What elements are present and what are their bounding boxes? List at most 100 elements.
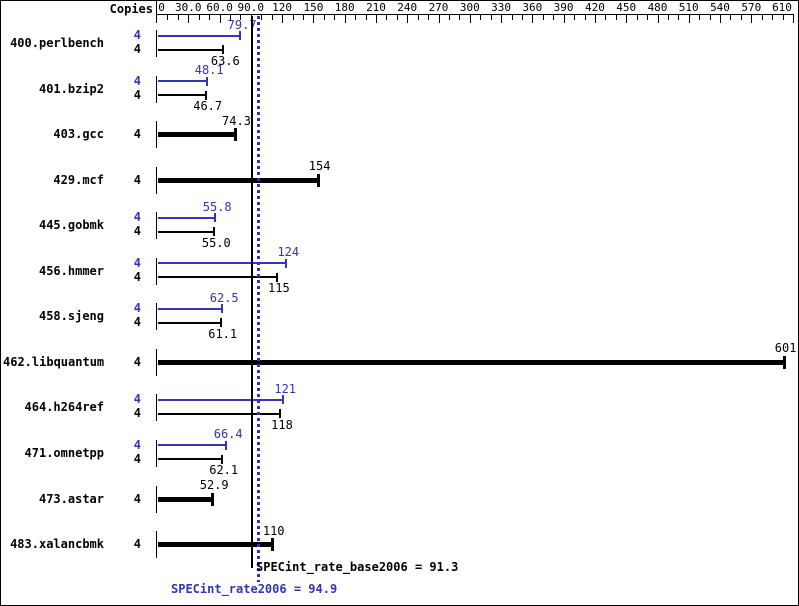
copies-value-peak: 4 bbox=[133, 210, 141, 225]
base-mean-label: SPECint_rate_base2006 = 91.3 bbox=[256, 560, 459, 574]
row-axis-tick bbox=[156, 348, 157, 376]
peak-bar-end-cap bbox=[221, 304, 224, 314]
peak-bar-end-cap bbox=[282, 395, 285, 405]
copies-value-base: 4 bbox=[133, 269, 141, 284]
axis-minor-tick bbox=[730, 15, 732, 20]
axis-rule bbox=[156, 14, 794, 15]
peak-value-label: 66.4 bbox=[213, 427, 243, 442]
copies-value-peak: 4 bbox=[133, 255, 141, 270]
axis-tick-label: 120 bbox=[272, 1, 293, 14]
axis-minor-tick bbox=[761, 15, 763, 20]
axis-minor-tick bbox=[490, 15, 492, 20]
axis-major-tick bbox=[344, 15, 346, 23]
base-bar bbox=[158, 177, 318, 183]
base-bar bbox=[158, 458, 222, 461]
row-axis-tick bbox=[156, 485, 157, 513]
copies-value-base: 4 bbox=[133, 451, 141, 466]
base-bar bbox=[158, 321, 221, 324]
base-bar-end-cap bbox=[204, 90, 207, 100]
copies-value-base: 4 bbox=[133, 172, 141, 187]
copies-value-base: 4 bbox=[133, 537, 141, 552]
row-axis-tick bbox=[156, 439, 157, 467]
base-bar bbox=[158, 542, 272, 548]
axis-minor-tick bbox=[542, 15, 544, 20]
copies-value-peak: 4 bbox=[133, 73, 141, 88]
axis-origin-line bbox=[156, 1, 157, 23]
axis-major-tick bbox=[438, 15, 440, 23]
axis-major-tick bbox=[376, 15, 377, 23]
base-bar bbox=[158, 412, 281, 415]
axis-minor-tick bbox=[740, 15, 742, 20]
axis-tick-label: 610 bbox=[772, 1, 792, 14]
base-value-label: 52.9 bbox=[199, 478, 229, 492]
axis-tick-label: 300 bbox=[459, 1, 480, 14]
axis-minor-tick bbox=[177, 15, 179, 20]
benchmark-label: 483.xalancbmk bbox=[10, 537, 104, 552]
axis-tick-label: 0 bbox=[158, 1, 165, 14]
peak-bar-end-cap bbox=[214, 213, 217, 223]
peak-bar bbox=[158, 307, 223, 310]
axis-minor-tick bbox=[584, 15, 586, 20]
peak-bar bbox=[158, 34, 241, 37]
base-value-label: 63.6 bbox=[210, 53, 240, 68]
axis-minor-tick bbox=[323, 15, 325, 20]
peak-bar-end-cap bbox=[206, 76, 209, 86]
base-bar-end-cap bbox=[220, 454, 223, 464]
base-bar-end-cap bbox=[279, 409, 281, 419]
peak-bar bbox=[158, 80, 208, 83]
benchmark-label: 462.libquantum bbox=[3, 354, 105, 369]
axis-tick-label: 510 bbox=[678, 1, 699, 14]
row-axis-tick bbox=[156, 303, 157, 331]
copies-value-base: 4 bbox=[133, 406, 141, 421]
base-bar bbox=[158, 496, 213, 502]
base-bar bbox=[158, 230, 215, 233]
benchmark-label: 429.mcf bbox=[53, 172, 104, 187]
row-axis-tick bbox=[156, 30, 157, 57]
benchmark-label: 403.gcc bbox=[53, 127, 104, 142]
benchmark-label: 400.perlbench bbox=[10, 36, 104, 50]
row-axis-tick bbox=[156, 257, 157, 285]
axis-tick-label: 570 bbox=[741, 1, 762, 14]
base-bar-end-cap bbox=[316, 173, 320, 187]
row-axis-tick bbox=[156, 212, 157, 240]
base-bar-end-cap bbox=[219, 318, 222, 328]
base-bar-end-cap bbox=[211, 492, 215, 506]
peak-mean-label: SPECint_rate2006 = 94.9 bbox=[171, 582, 338, 596]
axis-major-tick bbox=[501, 15, 503, 23]
axis-minor-tick bbox=[355, 15, 357, 20]
row-axis-tick bbox=[156, 75, 157, 103]
axis-minor-tick bbox=[772, 15, 774, 20]
base-value-label: 115 bbox=[268, 281, 290, 296]
peak-value-label: 55.8 bbox=[202, 199, 232, 214]
axis-major-tick bbox=[720, 15, 721, 23]
axis-tick-label: 390 bbox=[553, 1, 574, 14]
base-value-label: 110 bbox=[262, 523, 285, 538]
base-value-label: 61.1 bbox=[208, 326, 238, 341]
base-bar bbox=[158, 94, 206, 97]
peak-bar-end-cap bbox=[239, 31, 242, 40]
axis-minor-tick bbox=[699, 15, 701, 20]
axis-minor-tick bbox=[667, 15, 669, 20]
axis-minor-tick bbox=[261, 15, 263, 20]
axis-minor-tick bbox=[198, 15, 200, 20]
axis-minor-tick bbox=[615, 15, 617, 20]
axis-minor-tick bbox=[271, 15, 273, 20]
row-axis-tick bbox=[156, 166, 157, 194]
axis-tick-label: 180 bbox=[334, 1, 355, 14]
axis-minor-tick bbox=[209, 15, 211, 20]
axis-major-tick bbox=[563, 15, 565, 23]
copies-value-peak: 4 bbox=[133, 28, 141, 42]
base-bar bbox=[158, 359, 784, 365]
base-bar-end-cap bbox=[270, 538, 274, 552]
base-bar-end-cap bbox=[222, 45, 225, 54]
copies-value-peak: 4 bbox=[133, 437, 141, 452]
base-value-label: 118 bbox=[271, 417, 293, 432]
axis-minor-tick bbox=[303, 15, 304, 20]
axis-major-tick bbox=[594, 15, 596, 23]
axis-minor-tick bbox=[365, 15, 367, 20]
axis-minor-tick bbox=[417, 15, 419, 20]
axis-minor-tick bbox=[782, 15, 784, 20]
axis-major-tick bbox=[313, 15, 315, 23]
axis-major-tick bbox=[188, 15, 190, 23]
